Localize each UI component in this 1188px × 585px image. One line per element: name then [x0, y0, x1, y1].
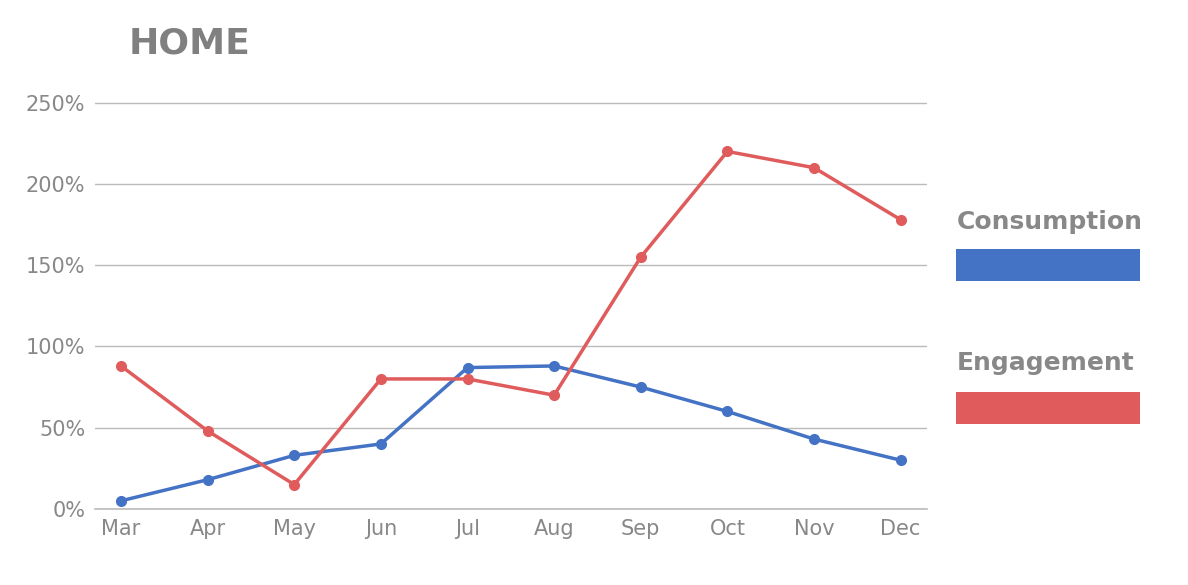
Text: Consumption: Consumption	[956, 210, 1143, 235]
Text: Engagement: Engagement	[956, 350, 1135, 375]
Text: HOME: HOME	[128, 26, 251, 60]
